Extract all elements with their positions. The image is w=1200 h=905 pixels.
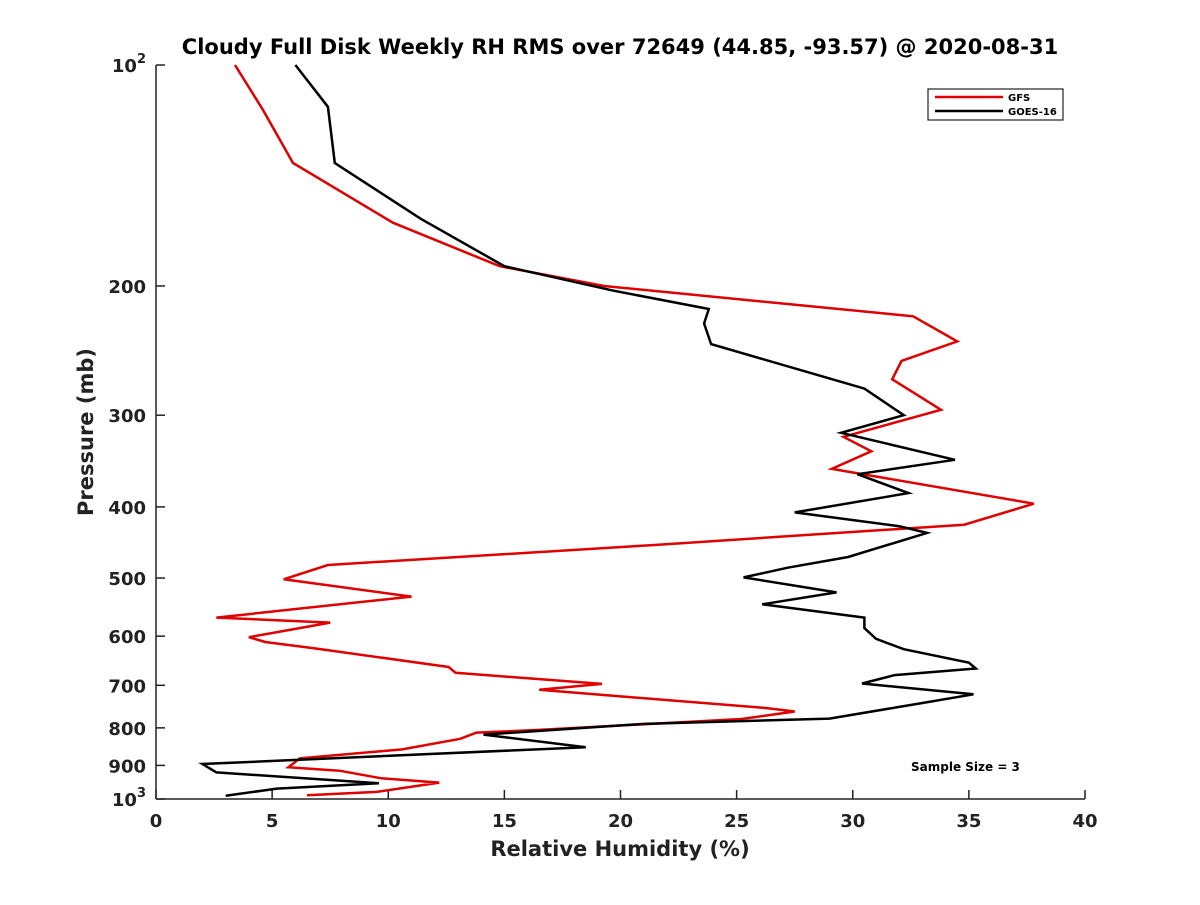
y-tick-label: 103 [112, 786, 146, 811]
legend-label-goes16: GOES-16 [1008, 107, 1057, 118]
x-tick-label: 5 [266, 811, 279, 832]
x-axis-ticks: 0 5 10 15 20 25 30 35 40 [150, 790, 1098, 832]
series-lines [198, 64, 1035, 798]
y-tick-label: 102 [112, 52, 146, 77]
x-tick-label: 30 [840, 811, 865, 832]
y-tick-label: 600 [108, 627, 146, 648]
sample-size-annotation: Sample Size = 3 [911, 760, 1020, 774]
y-tick-label: 500 [108, 569, 146, 590]
legend: GFS GOES-16 [927, 88, 1064, 121]
legend-label-gfs: GFS [1008, 93, 1030, 104]
y-tick-label: 300 [108, 406, 146, 427]
x-tick-label: 25 [724, 811, 749, 832]
x-tick-label: 40 [1072, 811, 1097, 832]
y-tick-label: 800 [108, 719, 146, 740]
y-tick-label: 400 [108, 498, 146, 519]
series-line-goes16 [198, 64, 979, 798]
y-tick-label: 200 [108, 277, 146, 298]
x-tick-label: 20 [608, 811, 633, 832]
y-tick-label: 700 [108, 676, 146, 697]
series-line-gfs [216, 64, 1035, 797]
x-axis-title: Relative Humidity (%) [490, 837, 749, 861]
y-axis-title: Pressure (mb) [74, 348, 98, 516]
x-tick-label: 15 [492, 811, 517, 832]
y-axis-ticks: 102 200 300 400 500 600 700 800 900 103 [108, 52, 165, 811]
x-tick-label: 10 [376, 811, 401, 832]
chart-title: Cloudy Full Disk Weekly RH RMS over 7264… [182, 35, 1058, 59]
y-tick-label: 900 [108, 756, 146, 777]
x-tick-label: 35 [956, 811, 981, 832]
legend-box [927, 88, 1064, 121]
x-tick-label: 0 [150, 811, 163, 832]
